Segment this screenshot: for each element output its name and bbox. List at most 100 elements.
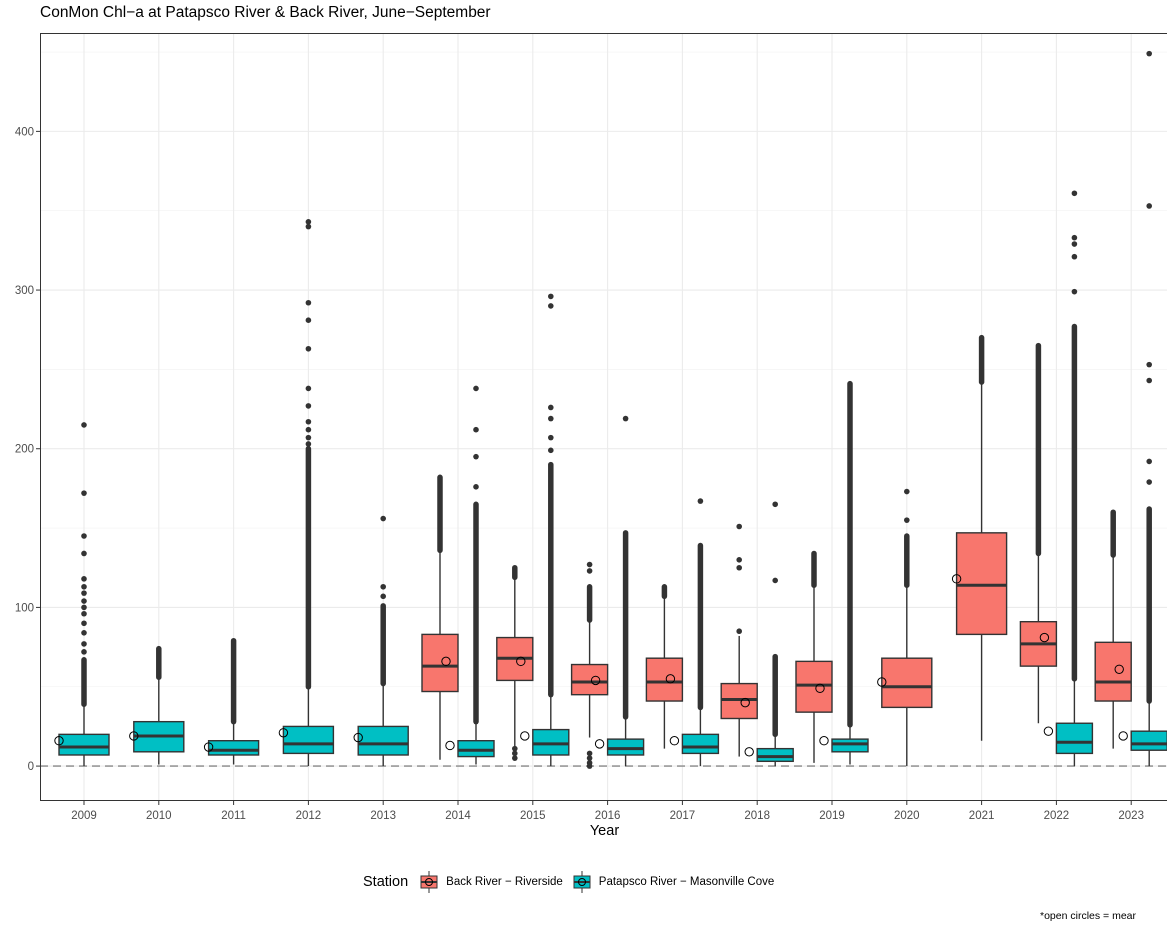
outlier-point [305, 434, 312, 441]
box-2014 [445, 385, 495, 765]
y-tick-label: 100 [15, 602, 34, 614]
outlier-point [586, 561, 593, 568]
mean-marker [278, 728, 289, 738]
outlier-point [81, 649, 87, 655]
mean-marker [445, 740, 455, 751]
box-layer [54, 50, 1167, 769]
outlier-point [772, 577, 778, 584]
box-2009 [54, 422, 110, 767]
mean-marker [594, 739, 605, 749]
box-iqr [58, 733, 110, 756]
outlier-point [548, 303, 554, 309]
outlier-point [305, 299, 312, 306]
outlier-point [904, 517, 910, 523]
box-2014 [421, 474, 459, 760]
mean-marker [815, 683, 825, 694]
outlier-point [622, 415, 629, 422]
x-tick-label: 2015 [520, 810, 546, 822]
mean-marker [665, 674, 676, 684]
mean-marker [819, 736, 829, 746]
outlier-point [1146, 458, 1152, 465]
outlier-point [1146, 361, 1152, 368]
outlier-point [1071, 253, 1078, 260]
box-2018 [720, 523, 758, 757]
box-iqr [1055, 722, 1094, 755]
outlier-point [380, 593, 387, 600]
mean-marker [129, 731, 139, 741]
box-2022 [1043, 190, 1094, 767]
outlier-point [305, 403, 312, 409]
legend-label-patapsco: Patapsco River − Masonville Cove [598, 876, 775, 888]
mean-marker [520, 731, 530, 741]
box-iqr [207, 740, 260, 756]
outlier-point [305, 385, 312, 392]
mean-marker [669, 736, 680, 746]
box-iqr [720, 682, 758, 720]
outlier-point [473, 385, 479, 392]
legend-title: Station [363, 874, 409, 890]
plot-border [40, 33, 1167, 801]
x-axis-title: Year [589, 823, 620, 839]
chart-title: ConMon Chl−a at Patapsco River & Back Ri… [40, 4, 491, 21]
x-tick-label: 2018 [744, 810, 770, 822]
x-tick-label: 2010 [146, 810, 172, 822]
box-2017 [645, 584, 684, 749]
outlier-point [904, 488, 910, 495]
outlier-point [1146, 479, 1152, 485]
outlier-point [697, 498, 704, 504]
outlier-point [305, 345, 312, 352]
mean-marker [744, 747, 754, 757]
y-tick-label: 300 [15, 285, 34, 297]
series-back-river [421, 334, 1132, 769]
outlier-point [305, 441, 312, 447]
x-tick-label: 2023 [1118, 810, 1144, 822]
outlier-point [736, 557, 742, 563]
box-iqr [756, 747, 794, 763]
box-2015 [520, 293, 570, 767]
box-2017 [669, 498, 720, 767]
x-tick-label: 2021 [969, 810, 995, 822]
x-tick-label: 2013 [370, 810, 396, 822]
outlier-point [548, 434, 554, 441]
outlier-point [512, 750, 518, 757]
box-iqr [831, 738, 869, 753]
outlier-point [305, 317, 312, 324]
outlier-point [305, 219, 312, 225]
outlier-point [81, 422, 87, 428]
mean-marker [516, 656, 526, 667]
x-tick-label: 2016 [595, 810, 621, 822]
x-tick-label: 2019 [819, 810, 845, 822]
legend-item-back-river: Back River − Riverside [418, 871, 563, 893]
outlier-point [81, 604, 87, 611]
outlier-point [305, 223, 312, 230]
legend-key-back-river [420, 871, 438, 893]
x-tick-label: 2009 [71, 810, 97, 822]
footnote: *open circles = mear [1040, 910, 1137, 922]
box-2013 [353, 515, 409, 767]
box-iqr [955, 532, 1008, 636]
outlier-point [81, 490, 87, 496]
outlier-point [548, 293, 554, 300]
outlier-point [380, 515, 387, 522]
outlier-point [81, 610, 87, 617]
box-iqr [606, 738, 645, 756]
mean-marker [1039, 632, 1050, 643]
x-tick-label: 2011 [221, 810, 246, 822]
box-iqr [457, 740, 495, 758]
box-iqr [645, 657, 684, 702]
outlier-point [81, 620, 87, 627]
outlier-point [1146, 203, 1152, 209]
outlier-point [305, 426, 312, 433]
outlier-point [1071, 190, 1078, 197]
outlier-point [473, 426, 479, 433]
box-2023 [1094, 509, 1132, 749]
outlier-point [586, 755, 593, 761]
outlier-point [736, 564, 742, 571]
outlier-point [305, 418, 312, 425]
box-2012 [278, 219, 335, 767]
box-iqr [570, 663, 609, 696]
mean-marker [203, 742, 214, 752]
x-tick-label: 2017 [670, 810, 696, 822]
legend: Station Back River − Riverside Patapsco … [363, 871, 782, 893]
outlier-point [736, 523, 742, 530]
